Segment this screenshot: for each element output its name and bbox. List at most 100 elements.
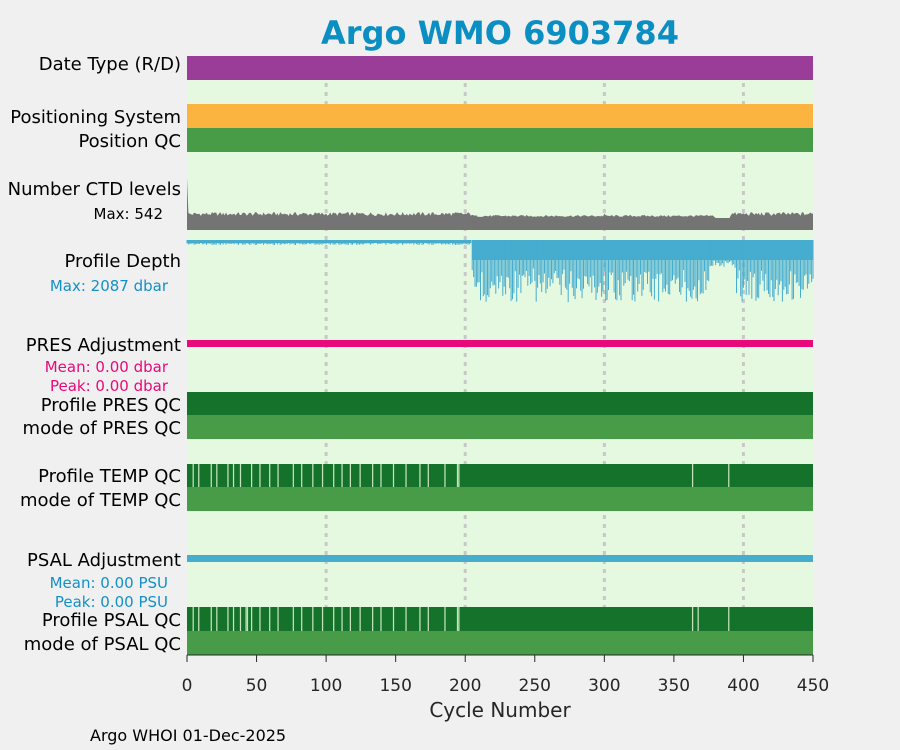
band-bar — [187, 415, 813, 439]
footer-text: Argo WHOI 01-Dec-2025 — [90, 726, 286, 745]
qc-flag-105 — [333, 607, 335, 631]
qc-flag-33 — [232, 607, 235, 631]
qc-flag-111 — [341, 607, 343, 631]
ctd-levels-base — [187, 218, 813, 230]
row-label-5: Profile Depth — [64, 251, 181, 272]
row-5 — [186, 240, 814, 303]
row-label-6: PRES Adjustment — [26, 335, 181, 356]
depth-max-label: Max: 2087 dbar — [50, 277, 169, 295]
row-labels: Date Type (R/D) Positioning System Positio… — [8, 54, 181, 655]
qc-flag-8 — [198, 607, 200, 631]
row-label-11: PSAL Adjustment — [27, 550, 181, 571]
qc-flag-21 — [216, 607, 218, 631]
row-label-10: mode of TEMP QC — [20, 490, 181, 511]
qc-flag-194 — [456, 607, 459, 631]
band-bar — [187, 104, 813, 128]
x-axis-label: Cycle Number — [429, 698, 571, 722]
x-tick-label-350: 350 — [658, 676, 690, 696]
qc-flag-117 — [349, 464, 352, 487]
row-label-7: Profile PRES QC — [41, 395, 181, 416]
row-label-12: Profile PSAL QC — [42, 610, 181, 631]
qc-flag-195 — [458, 464, 460, 487]
qc-flag-157 — [405, 607, 407, 631]
qc-flag-105 — [333, 464, 335, 487]
qc-flag-52 — [259, 464, 261, 487]
qc-flag-148 — [392, 464, 395, 487]
x-tick-label-400: 400 — [727, 676, 759, 696]
x-axis: Cycle Number 0 50 100 150 200 250 300 350 400 450 — [182, 654, 829, 722]
ctd-levels-series — [187, 178, 813, 218]
qc-flag-65 — [277, 607, 279, 631]
depth-profiles-1 — [186, 240, 472, 245]
qc-flag-4 — [192, 607, 194, 631]
qc-flag-173 — [427, 464, 429, 487]
peak-label: Peak: 0.00 dbar — [50, 377, 169, 395]
qc-flag-29 — [227, 464, 229, 487]
qc-flag-389 — [728, 607, 730, 631]
qc-flag-363 — [691, 607, 694, 631]
qc-flag-21 — [216, 464, 218, 487]
x-tick-label-100: 100 — [310, 676, 342, 696]
adjustment-line — [187, 555, 813, 562]
qc-flag-124 — [359, 464, 361, 487]
qc-flag-38 — [239, 607, 242, 631]
qc-flag-29 — [227, 607, 229, 631]
qc-flag-33 — [232, 464, 235, 487]
qc-flag-148 — [392, 607, 395, 631]
adjustment-line — [187, 340, 813, 347]
row-8 — [187, 415, 813, 439]
row-label-2: Positioning System — [10, 107, 181, 128]
x-tick-label-250: 250 — [519, 676, 551, 696]
qc-flag-76 — [292, 464, 294, 487]
depth-profiles-2 — [471, 240, 814, 303]
qc-bar — [187, 607, 813, 631]
qc-flag-133 — [372, 464, 374, 487]
chart-title: Argo WMO 6903784 — [321, 14, 679, 52]
qc-flag-38 — [239, 464, 242, 487]
peak-label: Peak: 0.00 PSU — [55, 593, 168, 611]
qc-flag-185 — [444, 607, 446, 631]
row-2 — [187, 104, 813, 128]
qc-flag-43 — [246, 607, 249, 631]
qc-flag-17 — [210, 607, 212, 631]
qc-flag-194 — [456, 464, 459, 487]
qc-flag-90 — [312, 464, 314, 487]
qc-flag-97 — [321, 464, 324, 487]
qc-flag-167 — [419, 464, 421, 487]
qc-flag-46 — [250, 607, 253, 631]
qc-flag-90 — [312, 607, 314, 631]
ctd-max-label: Max: 542 — [94, 205, 163, 223]
qc-flag-65 — [277, 464, 279, 487]
gridlines — [324, 56, 745, 655]
x-tick-label-0: 0 — [182, 676, 193, 696]
qc-flag-17 — [210, 464, 212, 487]
row-3 — [187, 128, 813, 152]
qc-flag-139 — [380, 607, 382, 631]
qc-flag-173 — [427, 607, 429, 631]
qc-flag-111 — [341, 464, 343, 487]
qc-flag-59 — [269, 607, 271, 631]
row-4 — [187, 178, 813, 230]
x-tick-label-300: 300 — [588, 676, 620, 696]
row-label-13: mode of PSAL QC — [24, 634, 181, 655]
row-13 — [187, 631, 813, 655]
x-tick-label-450: 450 — [797, 676, 829, 696]
qc-flag-82 — [301, 464, 303, 487]
row-1 — [187, 56, 813, 80]
qc-flag-195 — [458, 607, 460, 631]
qc-flag-139 — [380, 464, 382, 487]
band-bar — [187, 487, 813, 511]
mean-label: Mean: 0.00 dbar — [45, 358, 169, 376]
qc-flag-133 — [372, 607, 374, 631]
row-12 — [187, 607, 813, 631]
qc-flag-389 — [728, 464, 730, 487]
row-6 — [187, 340, 813, 347]
x-tick-label-150: 150 — [379, 676, 411, 696]
data-rows — [186, 56, 814, 655]
row-label-8: mode of PRES QC — [23, 418, 181, 439]
qc-flag-52 — [259, 607, 261, 631]
row-9 — [187, 464, 813, 487]
qc-bar — [187, 464, 813, 487]
qc-flag-46 — [250, 464, 253, 487]
qc-flag-82 — [301, 607, 303, 631]
